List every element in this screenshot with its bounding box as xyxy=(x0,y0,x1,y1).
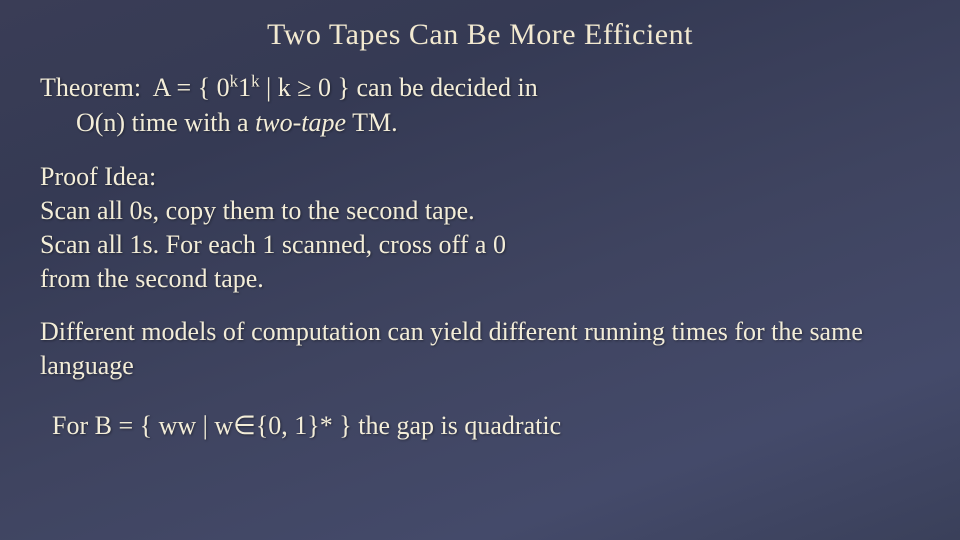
theorem-exp1: k xyxy=(230,71,238,90)
proof-idea-block: Proof Idea: Scan all 0s, copy them to th… xyxy=(40,160,920,295)
theorem-line2-post: TM. xyxy=(346,108,398,137)
theorem-block: Theorem: A = { 0k1k | k ≥ 0 } can be dec… xyxy=(40,70,920,140)
theorem-label: Theorem: xyxy=(40,73,141,102)
proof-line1: Scan all 0s, copy them to the second tap… xyxy=(40,196,475,225)
language-b-line: For B = { ww | w∈{0, 1}* } the gap is qu… xyxy=(40,409,920,443)
theorem-mid2: | k ≥ 0 } can be decided in xyxy=(260,73,538,102)
proof-line3: from the second tape. xyxy=(40,264,264,293)
slide-container: Two Tapes Can Be More Efficient Theorem:… xyxy=(0,0,960,540)
proof-line2: Scan all 1s. For each 1 scanned, cross o… xyxy=(40,230,506,259)
b-post: {0, 1}* } the gap is quadratic xyxy=(256,411,561,440)
proof-label: Proof Idea: xyxy=(40,162,156,191)
different-models-para: Different models of computation can yiel… xyxy=(40,315,920,383)
element-of-icon: ∈ xyxy=(233,411,256,440)
theorem-line2-pre: O(n) time with a xyxy=(76,108,255,137)
slide-title: Two Tapes Can Be More Efficient xyxy=(40,18,920,52)
theorem-exp2: k xyxy=(251,71,259,90)
theorem-mid1: 1 xyxy=(238,73,251,102)
theorem-lang-prefix: A = { 0 xyxy=(153,73,230,102)
b-pre: For B = { ww | w xyxy=(52,411,233,440)
theorem-line2: O(n) time with a two-tape TM. xyxy=(40,108,398,137)
theorem-line2-italic: two-tape xyxy=(255,108,346,137)
